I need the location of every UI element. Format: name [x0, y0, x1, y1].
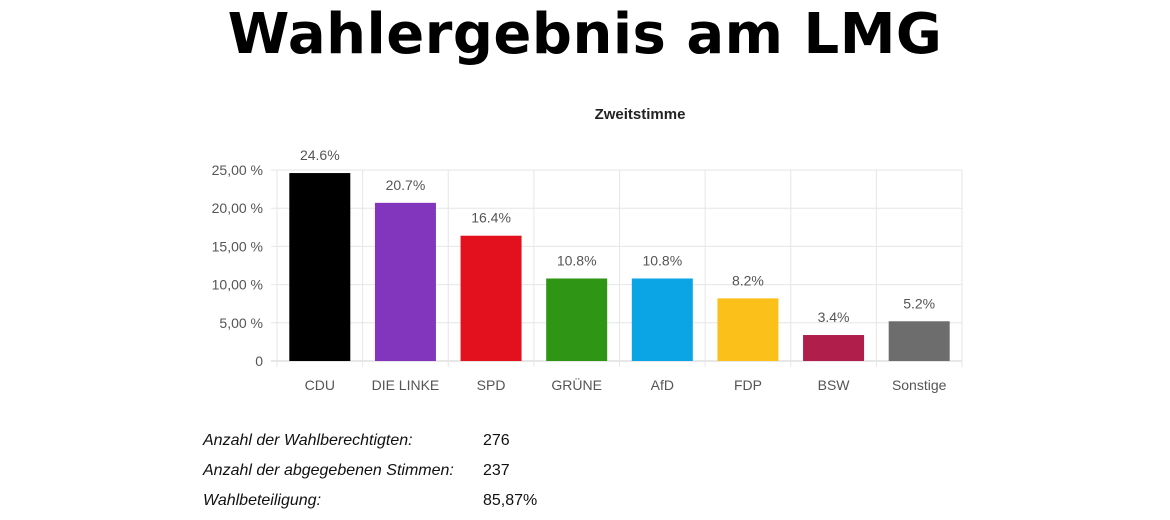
page-title: Wahlergebnis am LMG — [227, 2, 943, 67]
y-tick-label: 5,00 % — [219, 315, 263, 331]
x-tick-label: SPD — [477, 377, 506, 393]
stat-value: 276 — [483, 432, 510, 449]
y-tick-label: 20,00 % — [212, 200, 263, 216]
y-tick-label: 25,00 % — [212, 162, 263, 178]
bar — [289, 173, 351, 361]
x-tick-label: Sonstige — [892, 377, 947, 393]
data-label: 24.6% — [300, 147, 340, 163]
stat-row-votes-cast: Anzahl der abgegebenen Stimmen: 237 — [203, 456, 537, 486]
data-label: 20.7% — [386, 177, 426, 193]
stat-row-turnout: Wahlbeteiligung: 85,87% — [203, 486, 537, 516]
stat-label: Anzahl der Wahlberechtigten: — [203, 432, 413, 449]
stat-label: Wahlbeteiligung: — [203, 492, 322, 509]
stats-table: Anzahl der Wahlberechtigten: 276 Anzahl … — [203, 426, 537, 516]
data-label: 16.4% — [471, 210, 511, 226]
x-tick-label: FDP — [734, 377, 762, 393]
bar — [717, 298, 779, 361]
data-label: 5.2% — [903, 295, 935, 311]
x-tick-label: CDU — [305, 377, 335, 393]
chart-title: Zweitstimme — [594, 106, 686, 123]
bar-chart: 0 5,00 % 10,00 % 15,00 % 20,00 % 25,00 % 24.6%… — [212, 147, 963, 393]
bar — [546, 278, 608, 361]
bar — [803, 335, 865, 361]
bar — [631, 278, 693, 361]
bar — [460, 235, 522, 361]
y-tick-label: 15,00 % — [212, 238, 263, 254]
data-label: 8.2% — [732, 272, 764, 288]
bar — [374, 202, 436, 361]
stat-label: Anzahl der abgegebenen Stimmen: — [203, 462, 454, 479]
x-tick-label: DIE LINKE — [372, 377, 440, 393]
data-label: 3.4% — [818, 309, 850, 325]
data-label: 10.8% — [557, 252, 597, 268]
stat-value: 237 — [483, 462, 510, 479]
data-label: 10.8% — [642, 252, 682, 268]
x-tick-label: GRÜNE — [551, 376, 602, 393]
x-tick-label: AfD — [651, 377, 674, 393]
bar — [888, 321, 950, 361]
stat-row-eligible: Anzahl der Wahlberechtigten: 276 — [203, 426, 537, 456]
y-tick-label: 10,00 % — [212, 277, 263, 293]
stat-value: 85,87% — [483, 492, 538, 509]
y-tick-label: 0 — [255, 353, 263, 369]
x-tick-label: BSW — [818, 377, 851, 393]
